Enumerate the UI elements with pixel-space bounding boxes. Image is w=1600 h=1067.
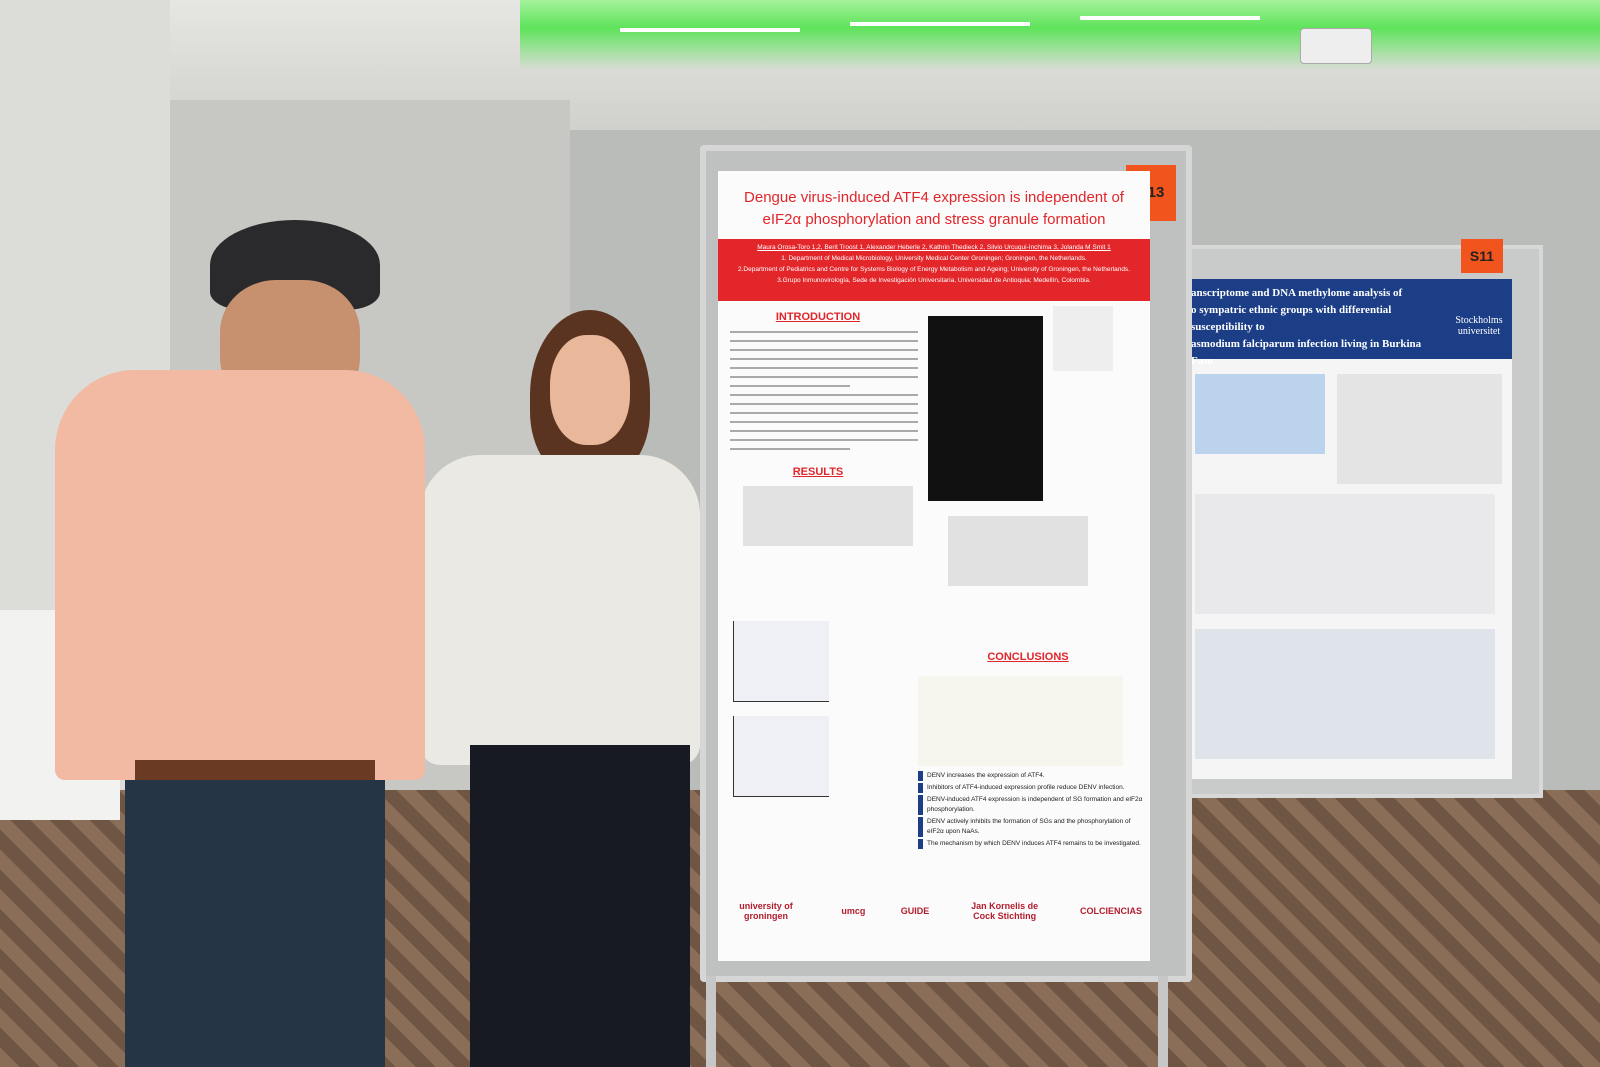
section-heading: RESULTS [792,466,844,478]
board-leg [1158,976,1168,1067]
authors: Maura Orosa-Toro 1,2, Berit Troost 1, Al… [757,244,1111,251]
text-line [730,331,918,333]
person [400,305,700,1067]
poster-header: anscriptome and DNA methylome analysis o… [1187,279,1512,367]
text-line [730,394,918,396]
ceiling-lamp [850,22,1030,26]
green-light [520,0,1600,70]
text-line [730,421,918,423]
text-line [730,367,918,369]
figure [733,621,829,702]
poster-board: S11 anscriptome and DNA methylome analys… [1175,239,1543,798]
conclusion-item: DENV-induced ATF4 expression is independ… [918,795,1143,815]
poster-board: S13 Dengue virus-induced ATF4 expression… [700,145,1192,1067]
jeans [125,780,385,1067]
face [550,335,630,445]
figure [1053,306,1113,371]
text-line [730,412,918,414]
title-line: anscriptome and DNA methylome analysis o… [1191,287,1403,299]
board-label: S11 [1461,239,1503,273]
institution: Stockholms universitet [1455,315,1503,337]
blouse [420,455,700,765]
ceiling-lamp [620,28,800,32]
trousers [470,745,690,1067]
text-line [730,448,850,450]
logo: umcg [841,906,866,916]
text-line [730,349,918,351]
conclusion-item: The mechanism by which DENV induces ATF4… [918,839,1143,849]
conclusion-item: DENV increases the expression of ATF4. [918,771,1143,781]
text-line [730,340,918,342]
figure [1195,494,1495,614]
figure [1195,374,1325,454]
projector [1300,28,1372,64]
conclusion-item: Inhibitors of ATF4-induced expression pr… [918,783,1143,793]
board-leg [706,976,716,1067]
conclusion-list: DENV increases the expression of ATF4. In… [918,771,1143,851]
text-line [730,403,918,405]
poster-title: anscriptome and DNA methylome analysis o… [1191,285,1441,370]
logo: university of groningen [739,901,793,921]
figure [733,716,829,797]
title-line: asmodium falciparum infection living in … [1191,338,1422,367]
figure [743,486,913,546]
text-line [730,358,918,360]
author-band: Maura Orosa-Toro 1,2, Berit Troost 1, Al… [718,239,1150,301]
poster: Dengue virus-induced ATF4 expression is … [718,171,1150,961]
text-block [730,331,920,461]
figure [1195,629,1495,759]
text-line [730,376,918,378]
conclusion-item: DENV actively inhibits the formation of … [918,817,1143,837]
shirt [55,370,425,780]
logo: COLCIENCIAS [1079,906,1142,916]
text-line [730,385,850,387]
person [55,220,455,1067]
title-line: Dengue virus-induced ATF4 expression is … [744,189,1124,206]
affiliation: 2.Department of Pediatrics and Centre fo… [737,266,1130,273]
poster: anscriptome and DNA methylome analysis o… [1187,279,1512,779]
belt [135,760,375,782]
logo: GUIDE [900,906,930,916]
text-line [730,430,918,432]
title-line: eIF2α phosphorylation and stress granule… [762,211,1106,228]
poster-title: Dengue virus-induced ATF4 expression is … [728,187,1140,231]
diagram [918,676,1123,766]
affiliation: 3.Grupo Inmunovirología, Sede de Investi… [777,277,1091,284]
figure [948,516,1088,586]
section-heading: CONCLUSIONS [987,651,1069,663]
logo: Jan Kornelis de Cock Stichting [971,901,1039,921]
affiliation: 1. Department of Medical Microbiology, U… [781,255,1087,262]
figure [1337,374,1502,484]
section-heading: INTRODUCTION [775,311,861,323]
text-line [730,439,918,441]
microscopy-figure [928,316,1043,501]
ceiling-lamp [1080,16,1260,20]
logo-row: university of groningen umcg GUIDE Jan Korn… [726,876,1142,946]
title-line: o sympatric ethnic groups with different… [1191,304,1392,333]
